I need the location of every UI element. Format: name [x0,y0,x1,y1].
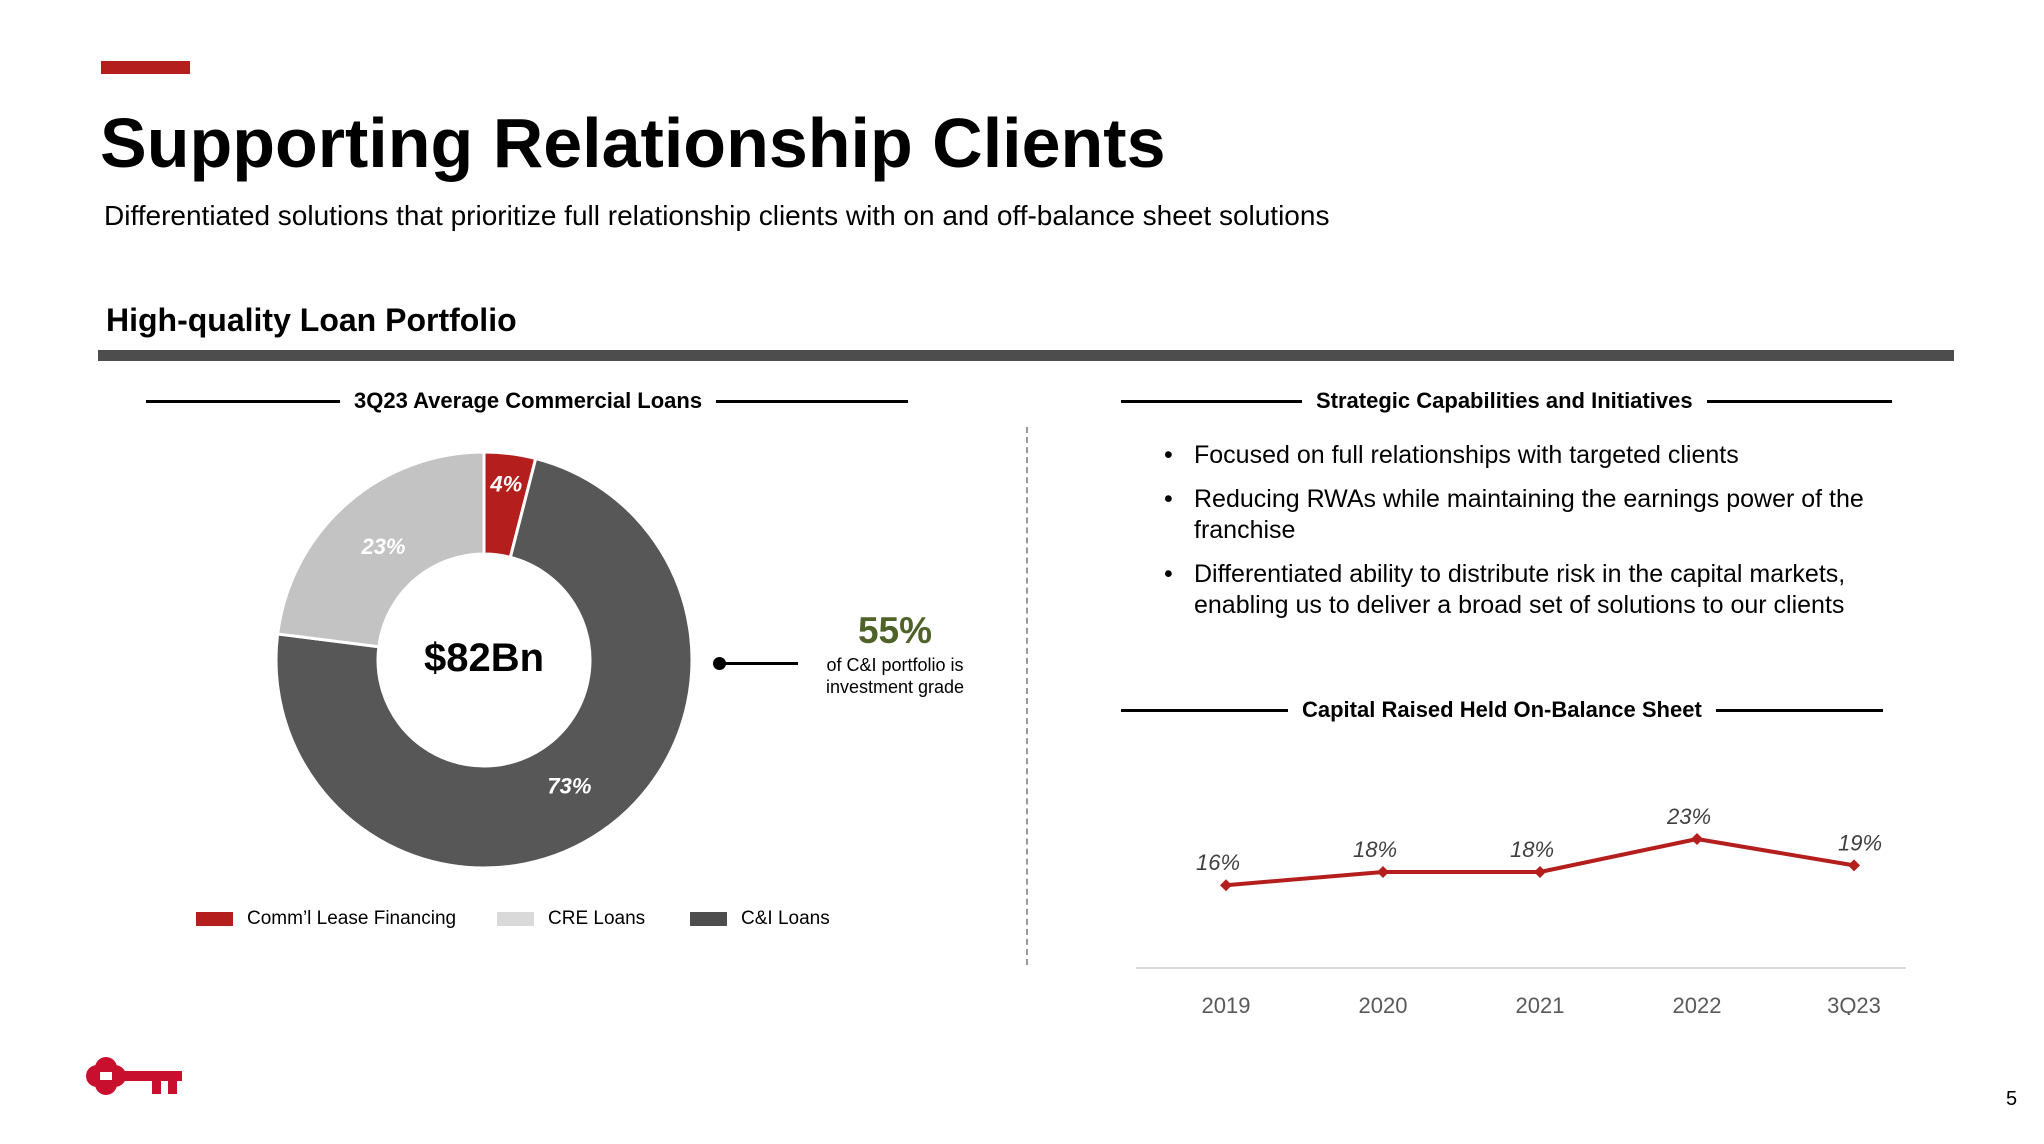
callout-note: of C&I portfolio is investment grade [795,654,995,698]
donut-slice [275,450,486,649]
legend-swatch [690,912,727,926]
data-point [1534,866,1546,878]
legend-item-ci: C&I Loans [690,908,830,930]
callout-value: 55% [857,610,933,651]
line-chart-title: Capital Raised Held On-Balance Sheet [1121,695,1883,725]
legend-item-cre: CRE Loans [497,908,645,930]
title-rule-right [1715,708,1883,712]
data-label: 18% [1510,837,1554,862]
section-rule [98,350,1954,361]
donut-panel-title-text: 3Q23 Average Commercial Loans [354,388,703,413]
legend-label: CRE Loans [548,908,646,929]
data-label: 18% [1353,837,1397,862]
donut-slice-label: 23% [360,534,405,559]
x-tick-label: 2021 [1516,993,1565,1015]
callout-note-line1: of C&I portfolio is [826,655,964,675]
donut-slice-label: 73% [547,774,591,799]
panel-divider [1026,427,1028,965]
data-label: 23% [1666,804,1711,829]
page-number: 5 [2006,1088,2018,1110]
legend-swatch [497,912,534,926]
data-point [1220,879,1232,892]
legend-item-lease: Comm’l Lease Financing [196,908,456,930]
callout: 55% of C&I portfolio is investment grade [795,610,995,698]
donut-slice-label: 4% [489,471,522,496]
legend-label: C&I Loans [741,908,830,929]
legend-label: Comm’l Lease Financing [247,908,457,929]
line-chart-title-text: Capital Raised Held On-Balance Sheet [1302,697,1702,722]
x-tick-label: 2019 [1202,993,1251,1015]
data-label: 19% [1838,830,1882,855]
title-rule-right [1706,399,1892,403]
data-label: 16% [1196,850,1240,875]
list-item: Focused on full relationships with targe… [1164,440,1904,471]
donut-center-label: $82Bn [424,636,544,680]
callout-line [718,662,798,665]
legend-swatch [196,912,233,926]
data-point [1848,859,1860,872]
data-point [1377,866,1389,878]
page-title: Supporting Relationship Clients [100,104,1166,182]
list-item: Reducing RWAs while maintaining the earn… [1164,484,1904,546]
initiatives-panel-title: Strategic Capabilities and Initiatives [1121,386,1892,416]
donut-slice [274,456,694,870]
data-point [1691,833,1703,845]
list-item: Differentiated ability to distribute ris… [1164,559,1904,621]
initiatives-panel-title-text: Strategic Capabilities and Initiatives [1316,388,1693,413]
section-heading: High-quality Loan Portfolio [106,302,517,338]
key-icon [86,1057,182,1095]
line-chart: 16% 18% 18% 23% 19% 2019 2020 2021 2022 3Q23 [1136,804,1906,1015]
donut-chart: 4% 73% 23% $82Bn [274,450,694,870]
title-rule-left [1121,708,1288,712]
callout-note-line2: investment grade [825,677,965,697]
title-rule-left [146,399,340,403]
initiatives-list: Focused on full relationships with targe… [1164,440,1904,634]
donut-panel-title: 3Q23 Average Commercial Loans [146,386,909,416]
title-rule-left [1121,399,1302,403]
title-rule-right [716,399,909,403]
title-accent-bar [101,61,190,74]
x-tick-label: 3Q23 [1827,993,1881,1015]
x-tick-label: 2020 [1359,993,1408,1015]
page-subtitle: Differentiated solutions that prioritize… [104,200,1330,231]
x-tick-label: 2022 [1673,993,1722,1015]
